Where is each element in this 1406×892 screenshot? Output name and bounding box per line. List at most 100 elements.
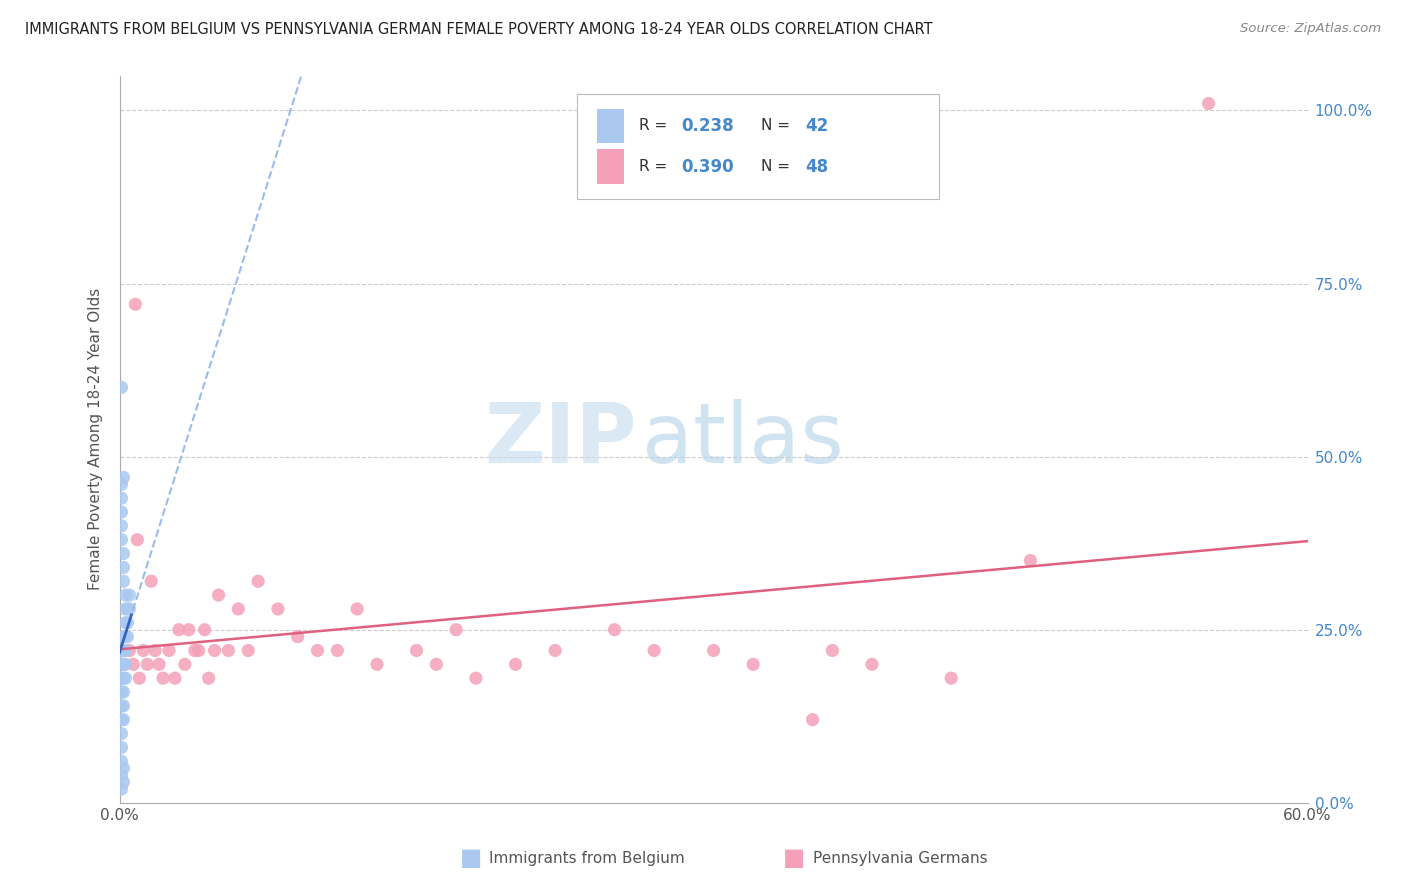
Point xyxy=(117,630,139,644)
Point xyxy=(110,671,132,685)
Point xyxy=(197,671,219,685)
Text: Immigrants from Belgium: Immigrants from Belgium xyxy=(489,851,685,865)
Point xyxy=(194,623,217,637)
Point xyxy=(217,643,239,657)
Point xyxy=(118,643,141,657)
Point xyxy=(114,671,136,685)
Point xyxy=(118,602,141,616)
Point xyxy=(238,643,260,657)
Point xyxy=(167,623,190,637)
FancyBboxPatch shape xyxy=(598,109,624,144)
Point xyxy=(110,740,132,755)
Text: 42: 42 xyxy=(806,117,828,135)
Point xyxy=(326,643,349,657)
Point xyxy=(110,726,132,740)
Point xyxy=(112,761,135,775)
Point xyxy=(505,657,527,672)
Point xyxy=(143,643,166,657)
Point xyxy=(112,685,135,699)
Point xyxy=(132,643,155,657)
Point xyxy=(346,602,368,616)
Point xyxy=(110,781,132,796)
Point xyxy=(173,657,195,672)
Point xyxy=(267,602,290,616)
Text: 48: 48 xyxy=(806,158,828,176)
Point xyxy=(114,657,136,672)
Point xyxy=(136,657,159,672)
Point xyxy=(112,657,135,672)
Point xyxy=(1019,553,1042,567)
Point xyxy=(287,630,309,644)
Point xyxy=(184,643,207,657)
Point xyxy=(860,657,883,672)
Point xyxy=(114,615,136,630)
Point xyxy=(124,297,146,311)
Text: Source: ZipAtlas.com: Source: ZipAtlas.com xyxy=(1240,22,1381,36)
Point xyxy=(821,643,844,657)
Text: 0.238: 0.238 xyxy=(682,117,734,135)
Text: atlas: atlas xyxy=(643,399,844,480)
Point xyxy=(204,643,226,657)
Point xyxy=(110,685,132,699)
Point xyxy=(425,657,447,672)
Point xyxy=(152,671,174,685)
FancyBboxPatch shape xyxy=(576,94,939,200)
Point xyxy=(122,657,145,672)
Point xyxy=(114,602,136,616)
Point xyxy=(110,491,132,505)
Text: ZIP: ZIP xyxy=(484,399,637,480)
Point xyxy=(112,547,135,561)
Text: 0.390: 0.390 xyxy=(682,158,734,176)
Point xyxy=(163,671,186,685)
Point xyxy=(1198,96,1220,111)
Point xyxy=(110,768,132,782)
Point xyxy=(177,623,200,637)
Text: ■: ■ xyxy=(460,847,482,870)
Point xyxy=(148,657,170,672)
Point xyxy=(128,671,150,685)
Point xyxy=(742,657,765,672)
Point xyxy=(228,602,250,616)
Point xyxy=(801,713,824,727)
Point xyxy=(544,643,567,657)
Point xyxy=(110,505,132,519)
Point xyxy=(112,698,135,713)
Point xyxy=(187,643,209,657)
Point xyxy=(118,588,141,602)
Text: N =: N = xyxy=(761,159,794,174)
Point xyxy=(110,533,132,547)
Point xyxy=(112,470,135,484)
Point xyxy=(405,643,427,657)
Point xyxy=(366,657,388,672)
Point xyxy=(117,615,139,630)
Point xyxy=(702,643,725,657)
Point xyxy=(444,623,467,637)
Point xyxy=(112,775,135,789)
Point xyxy=(141,574,163,589)
Point xyxy=(464,671,488,685)
Point xyxy=(110,754,132,768)
Point xyxy=(643,643,665,657)
Point xyxy=(112,713,135,727)
Point xyxy=(307,643,329,657)
Point xyxy=(117,602,139,616)
Point xyxy=(157,643,180,657)
Text: IMMIGRANTS FROM BELGIUM VS PENNSYLVANIA GERMAN FEMALE POVERTY AMONG 18-24 YEAR O: IMMIGRANTS FROM BELGIUM VS PENNSYLVANIA … xyxy=(25,22,934,37)
Point xyxy=(110,643,132,657)
Point xyxy=(939,671,962,685)
Point xyxy=(110,380,132,394)
Point xyxy=(110,698,132,713)
Point xyxy=(114,630,136,644)
Point xyxy=(603,623,626,637)
Point xyxy=(110,519,132,533)
Text: Pennsylvania Germans: Pennsylvania Germans xyxy=(813,851,987,865)
FancyBboxPatch shape xyxy=(598,149,624,184)
Text: N =: N = xyxy=(761,119,794,134)
Point xyxy=(114,588,136,602)
Point xyxy=(112,643,135,657)
Text: R =: R = xyxy=(638,159,672,174)
Point xyxy=(112,671,135,685)
Y-axis label: Female Poverty Among 18-24 Year Olds: Female Poverty Among 18-24 Year Olds xyxy=(87,288,103,591)
Text: R =: R = xyxy=(638,119,672,134)
Point xyxy=(247,574,270,589)
